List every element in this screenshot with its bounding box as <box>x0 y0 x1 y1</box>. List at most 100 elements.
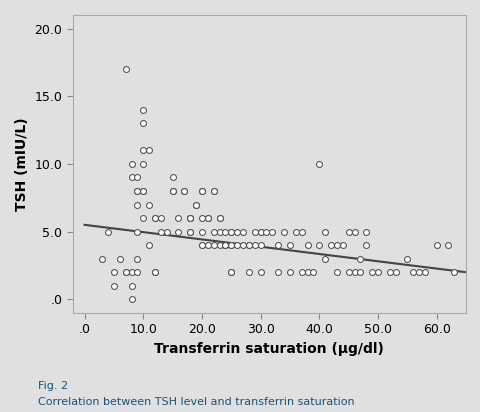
Point <box>368 269 375 276</box>
Point <box>356 255 363 262</box>
Point <box>361 228 369 235</box>
Point <box>127 296 135 302</box>
Point <box>215 215 223 221</box>
Point <box>127 174 135 181</box>
Point <box>139 120 147 126</box>
Point <box>256 228 264 235</box>
Point <box>139 106 147 113</box>
Point <box>233 242 240 248</box>
Point <box>186 215 193 221</box>
Point <box>344 228 352 235</box>
Point <box>127 269 135 276</box>
Point <box>168 188 176 194</box>
Point <box>139 215 147 221</box>
Point <box>309 269 317 276</box>
Point <box>280 228 288 235</box>
Point <box>256 269 264 276</box>
Point <box>198 215 205 221</box>
Point <box>239 242 246 248</box>
Point <box>256 242 264 248</box>
Point <box>274 269 281 276</box>
Point <box>163 228 170 235</box>
Point <box>198 242 205 248</box>
Point <box>104 228 112 235</box>
Point <box>133 269 141 276</box>
Point <box>186 228 193 235</box>
Point <box>444 242 451 248</box>
Point <box>198 188 205 194</box>
Point <box>286 242 293 248</box>
Point <box>332 269 340 276</box>
Point <box>303 242 311 248</box>
Point <box>110 283 118 289</box>
Point <box>145 242 153 248</box>
Y-axis label: TSH (mIU/L): TSH (mIU/L) <box>15 117 29 211</box>
Point <box>391 269 398 276</box>
Point <box>192 201 200 208</box>
Point <box>420 269 428 276</box>
Point <box>361 242 369 248</box>
Point <box>139 188 147 194</box>
Point <box>198 242 205 248</box>
Point <box>350 228 358 235</box>
Point <box>174 228 182 235</box>
Point <box>344 269 352 276</box>
Point <box>121 66 129 73</box>
Point <box>139 188 147 194</box>
Point <box>449 269 457 276</box>
Point <box>215 228 223 235</box>
Point <box>251 228 258 235</box>
Point <box>198 228 205 235</box>
Point <box>297 228 305 235</box>
Point <box>204 215 211 221</box>
Point <box>227 269 235 276</box>
Point <box>414 269 422 276</box>
Point <box>127 161 135 167</box>
Point <box>209 228 217 235</box>
Point <box>244 242 252 248</box>
Point <box>168 188 176 194</box>
Point <box>227 228 235 235</box>
Point <box>221 242 229 248</box>
Point <box>332 242 340 248</box>
Point <box>215 242 223 248</box>
Point <box>209 188 217 194</box>
Point <box>244 242 252 248</box>
Point <box>151 269 158 276</box>
Point <box>303 269 311 276</box>
Point <box>338 242 346 248</box>
Point <box>133 174 141 181</box>
Point <box>373 269 381 276</box>
Point <box>139 147 147 154</box>
Point <box>186 215 193 221</box>
Point <box>326 242 334 248</box>
Point <box>204 242 211 248</box>
Point <box>174 215 182 221</box>
Point <box>204 215 211 221</box>
Point <box>227 228 235 235</box>
Point <box>180 188 188 194</box>
Point <box>121 269 129 276</box>
Text: Fig. 2: Fig. 2 <box>38 382 69 391</box>
Text: Correlation between TSH level and transferrin saturation: Correlation between TSH level and transf… <box>38 397 354 407</box>
Point <box>239 228 246 235</box>
Point <box>227 242 235 248</box>
Point <box>198 188 205 194</box>
Point <box>186 215 193 221</box>
Point <box>321 255 328 262</box>
Point <box>221 242 229 248</box>
Point <box>121 269 129 276</box>
Point <box>432 242 440 248</box>
Point <box>256 228 264 235</box>
Point <box>116 255 123 262</box>
Point <box>408 269 416 276</box>
Point <box>151 215 158 221</box>
Point <box>315 242 323 248</box>
Point <box>98 255 106 262</box>
Point <box>127 283 135 289</box>
Point <box>133 201 141 208</box>
Point <box>233 228 240 235</box>
Point <box>291 228 299 235</box>
Point <box>403 255 410 262</box>
Point <box>221 242 229 248</box>
